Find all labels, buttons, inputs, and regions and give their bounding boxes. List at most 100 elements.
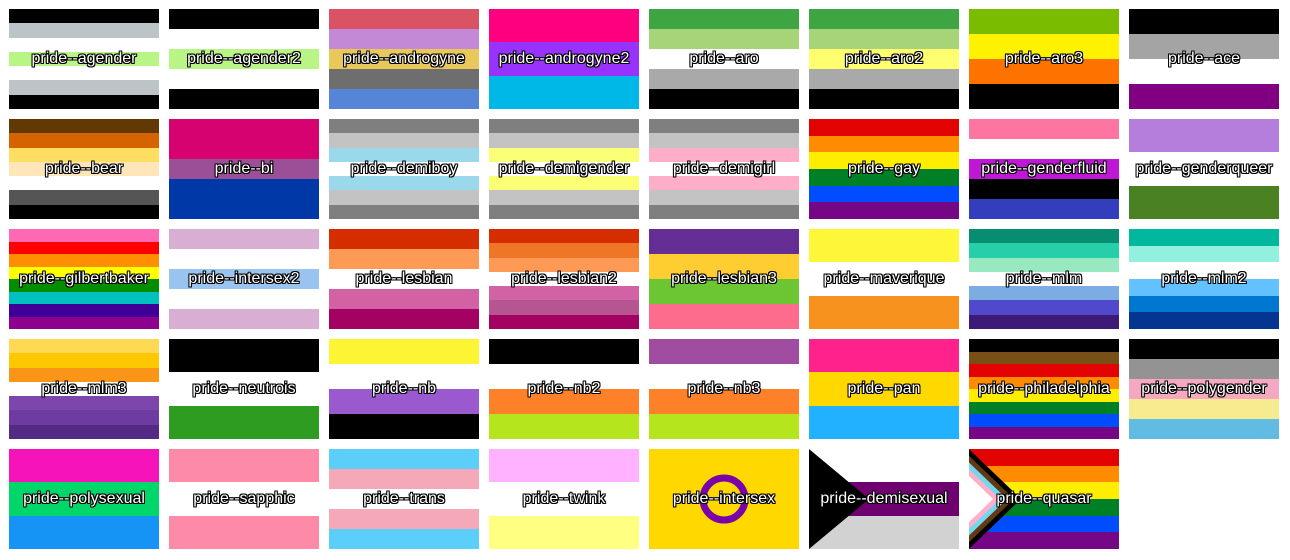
flag-stripe (9, 66, 159, 81)
flag-stripe (969, 271, 1119, 287)
flag-stripe (489, 271, 639, 287)
flag-stripe (1129, 295, 1279, 313)
flag-stripes (169, 119, 319, 219)
flag-stripe (9, 9, 159, 24)
flag-card: pride--philadelphia (969, 339, 1119, 439)
flag-stripes (329, 119, 479, 219)
flag-stripe (649, 279, 799, 304)
flag-stripes (809, 229, 959, 329)
flag-card: pride--demigirl (649, 119, 799, 219)
flag-stripe (969, 59, 1119, 84)
flag-stripes (1129, 229, 1279, 329)
flag-stripe (489, 176, 639, 191)
flag-label: pride--bi (214, 160, 274, 177)
flag-stripe (649, 49, 799, 69)
flag-stripes (649, 339, 799, 439)
flag-stripe (169, 515, 319, 549)
flag-stripe (9, 367, 159, 382)
flag-stripe (9, 80, 159, 95)
flag-stripe (809, 372, 959, 406)
flag-stripe (649, 190, 799, 205)
flag-stripe (969, 84, 1119, 109)
flag-stripe (1129, 399, 1279, 419)
flag-stripe (169, 69, 319, 89)
flag-stripe (969, 119, 1119, 139)
flag-stripe (9, 410, 159, 425)
flag-stripe (1129, 229, 1279, 246)
flag-stripe (809, 339, 959, 373)
flag-stripe (9, 37, 159, 52)
flag-stripe (169, 309, 319, 329)
flag-card: pride--mlm3 (9, 339, 159, 439)
flag-stripe (169, 9, 319, 29)
flag-label: pride--gay (847, 160, 921, 177)
flag-stripe (9, 424, 159, 439)
flag-stripe (649, 133, 799, 148)
demisexual-chevron (809, 449, 869, 549)
flag-stripe (809, 9, 959, 29)
flag-stripes (489, 229, 639, 329)
flag-card: pride--polygender (1129, 339, 1279, 439)
flag-stripe (329, 69, 479, 89)
flag-stripe (969, 199, 1119, 219)
flag-card: pride--androgyne2 (489, 9, 639, 109)
flag-stripe (969, 339, 1119, 352)
flag-stripe (1129, 34, 1279, 59)
flag-card: pride--demiboy (329, 119, 479, 219)
flag-label: pride--androgyne2 (498, 50, 630, 67)
flag-stripe (329, 469, 479, 489)
flag-stripe (329, 529, 479, 549)
flag-stripe (649, 364, 799, 389)
flag-stripes (329, 9, 479, 109)
flag-card: pride--aro2 (809, 9, 959, 109)
flag-stripe (169, 229, 319, 249)
flag-stripe (9, 133, 159, 148)
flag-card: pride--gilbertbaker (9, 229, 159, 329)
flag-stripe (969, 449, 1119, 466)
flag-stripe (969, 229, 1119, 244)
flag-stripe (9, 147, 159, 162)
flag-stripe (809, 29, 959, 49)
flag-label: pride--polysexual (23, 490, 145, 507)
intersex-ring (699, 474, 749, 524)
flag-stripes (9, 229, 159, 329)
flag-stripe (9, 229, 159, 242)
flag-label: pride--intersex (672, 490, 776, 507)
flag-stripe (649, 9, 799, 29)
flag-stripes (169, 339, 319, 439)
flag-stripe (9, 396, 159, 411)
flag-stripe (9, 515, 159, 549)
flag-stripe (969, 286, 1119, 301)
flag-stripe (969, 159, 1119, 179)
flag-stripe (969, 139, 1119, 159)
flag-stripes (9, 449, 159, 549)
flag-card: pride--demisexual (809, 449, 959, 549)
flag-card: pride--gay (809, 119, 959, 219)
flag-stripes (169, 229, 319, 329)
flag-stripe (329, 9, 479, 29)
flag-stripe (649, 29, 799, 49)
flag-stripe (969, 34, 1119, 59)
flag-stripe (809, 229, 959, 263)
flag-stripe (489, 449, 639, 483)
flag-stripe (329, 339, 479, 364)
flag-stripe (169, 199, 319, 219)
flag-card: pride--demigender (489, 119, 639, 219)
flag-stripe (329, 389, 479, 414)
flag-stripe (169, 179, 319, 199)
flag-stripe (489, 414, 639, 439)
flag-stripe (329, 119, 479, 134)
flag-stripe (169, 49, 319, 69)
flag-stripe (9, 254, 159, 267)
flag-label: pride--maverique (823, 270, 945, 287)
flag-card: pride--bi (169, 119, 319, 219)
flag-stripe (169, 289, 319, 309)
flag-stripe (969, 9, 1119, 34)
flag-stripe (1129, 279, 1279, 296)
flag-label: pride--lesbian3 (671, 270, 777, 287)
flag-label: pride--intersex2 (188, 270, 300, 287)
flag-stripe (9, 51, 159, 67)
flag-stripe (489, 364, 639, 389)
flag-stripe (169, 139, 319, 159)
flag-symbol (699, 474, 749, 524)
